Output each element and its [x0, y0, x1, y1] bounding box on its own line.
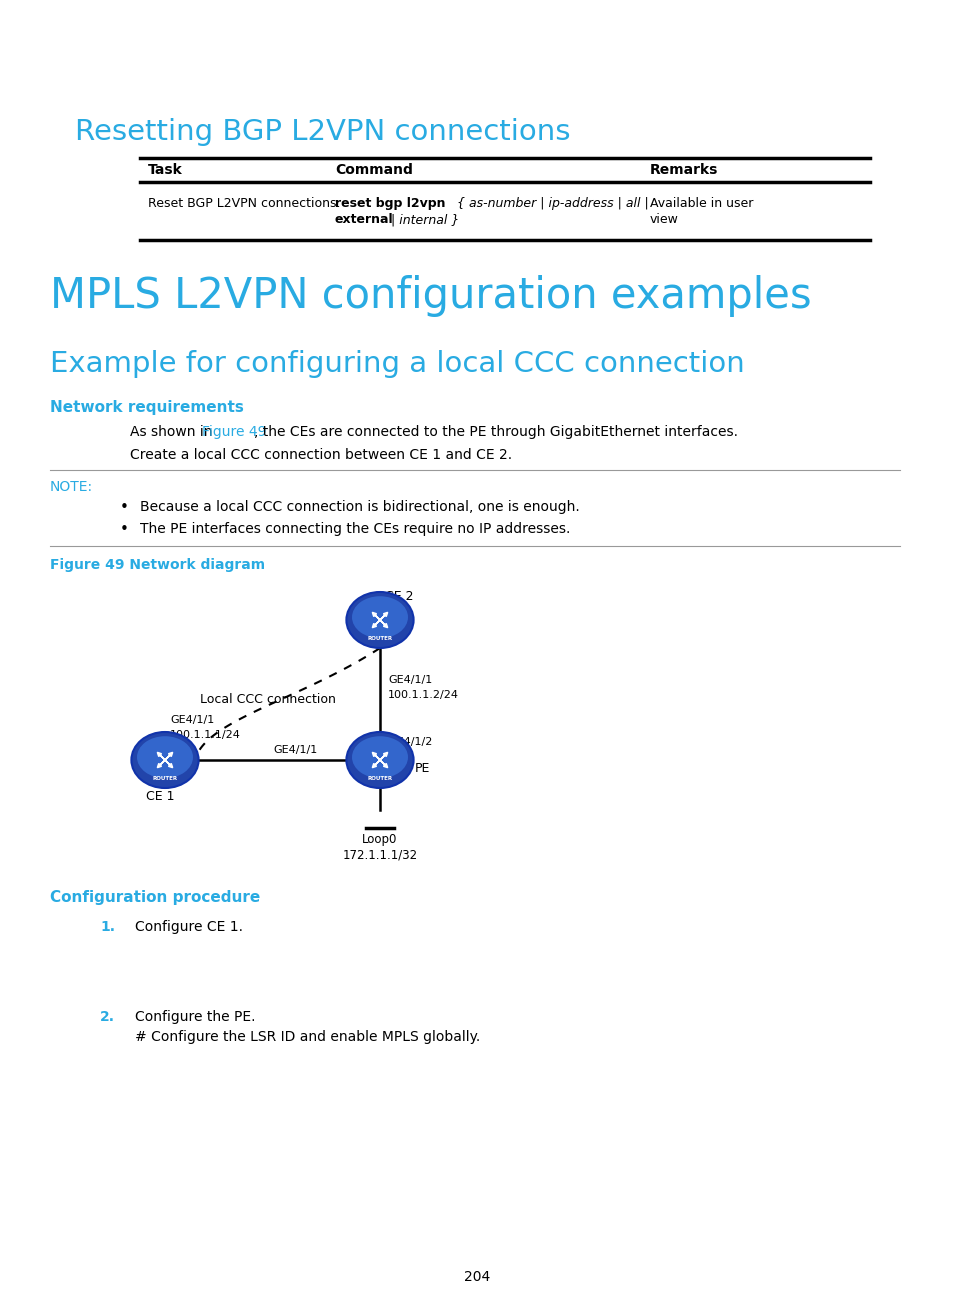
Text: Configure CE 1.: Configure CE 1. [135, 920, 243, 934]
FancyArrow shape [379, 752, 387, 759]
Text: 2.: 2. [100, 1010, 115, 1024]
Text: # Configure the LSR ID and enable MPLS globally.: # Configure the LSR ID and enable MPLS g… [135, 1030, 479, 1045]
Text: •: • [120, 522, 129, 537]
FancyArrow shape [165, 752, 172, 759]
Text: GE4/1/1: GE4/1/1 [274, 745, 317, 756]
FancyArrow shape [165, 759, 172, 767]
Text: GE4/1/1: GE4/1/1 [170, 715, 214, 724]
FancyArrow shape [157, 759, 165, 767]
Text: 204: 204 [463, 1270, 490, 1284]
Text: Because a local CCC connection is bidirectional, one is enough.: Because a local CCC connection is bidire… [140, 500, 579, 515]
Ellipse shape [346, 732, 414, 788]
FancyArrow shape [157, 752, 165, 759]
Text: •: • [120, 500, 129, 515]
Text: 100.1.1.2/24: 100.1.1.2/24 [388, 689, 458, 700]
Text: Configure the PE.: Configure the PE. [135, 1010, 255, 1024]
Text: external: external [335, 213, 394, 226]
Text: Remarks: Remarks [649, 163, 718, 178]
Text: Figure 49 Network diagram: Figure 49 Network diagram [50, 559, 265, 572]
Text: , the CEs are connected to the PE through GigabitEthernet interfaces.: , the CEs are connected to the PE throug… [253, 425, 738, 439]
Text: ROUTER: ROUTER [367, 776, 392, 780]
FancyArrow shape [379, 759, 387, 767]
Text: Configuration procedure: Configuration procedure [50, 890, 260, 905]
Text: view: view [649, 213, 679, 226]
Text: Command: Command [335, 163, 413, 178]
Ellipse shape [352, 596, 408, 638]
Text: Reset BGP L2VPN connections.: Reset BGP L2VPN connections. [148, 197, 340, 210]
Ellipse shape [132, 732, 198, 788]
Text: MPLS L2VPN configuration examples: MPLS L2VPN configuration examples [50, 275, 811, 318]
Ellipse shape [137, 736, 193, 778]
FancyArrow shape [379, 619, 387, 627]
FancyArrow shape [372, 619, 379, 627]
Text: CE 1: CE 1 [146, 791, 174, 804]
Text: GE4/1/1: GE4/1/1 [388, 675, 432, 686]
Text: Loop0: Loop0 [362, 833, 397, 846]
Text: CE 2: CE 2 [385, 590, 413, 603]
Text: reset bgp l2vpn: reset bgp l2vpn [335, 197, 445, 210]
Text: | internal }: | internal } [387, 213, 459, 226]
Text: 172.1.1.1/32: 172.1.1.1/32 [342, 848, 417, 861]
FancyArrow shape [379, 612, 387, 619]
Text: Example for configuring a local CCC connection: Example for configuring a local CCC conn… [50, 350, 744, 378]
Text: Figure 49: Figure 49 [202, 425, 266, 439]
Text: 1.: 1. [100, 920, 115, 934]
Ellipse shape [346, 592, 414, 648]
Text: Local CCC connection: Local CCC connection [200, 693, 335, 706]
Text: Resetting BGP L2VPN connections: Resetting BGP L2VPN connections [75, 118, 570, 146]
Text: { as-number | ip-address | all |: { as-number | ip-address | all | [453, 197, 648, 210]
FancyArrow shape [372, 759, 379, 767]
Text: GE4/1/2: GE4/1/2 [388, 737, 432, 746]
FancyArrow shape [372, 612, 379, 619]
Ellipse shape [352, 736, 408, 778]
Text: 100.1.1.1/24: 100.1.1.1/24 [170, 730, 240, 740]
Text: Available in user: Available in user [649, 197, 753, 210]
Text: Create a local CCC connection between CE 1 and CE 2.: Create a local CCC connection between CE… [130, 448, 512, 461]
Text: NOTE:: NOTE: [50, 480, 93, 494]
Text: As shown in: As shown in [130, 425, 216, 439]
Text: Task: Task [148, 163, 183, 178]
Text: ROUTER: ROUTER [152, 776, 177, 780]
Text: PE: PE [415, 762, 430, 775]
Text: ROUTER: ROUTER [367, 636, 392, 640]
FancyArrow shape [372, 752, 379, 759]
Text: The PE interfaces connecting the CEs require no IP addresses.: The PE interfaces connecting the CEs req… [140, 522, 570, 537]
Text: Network requirements: Network requirements [50, 400, 244, 415]
